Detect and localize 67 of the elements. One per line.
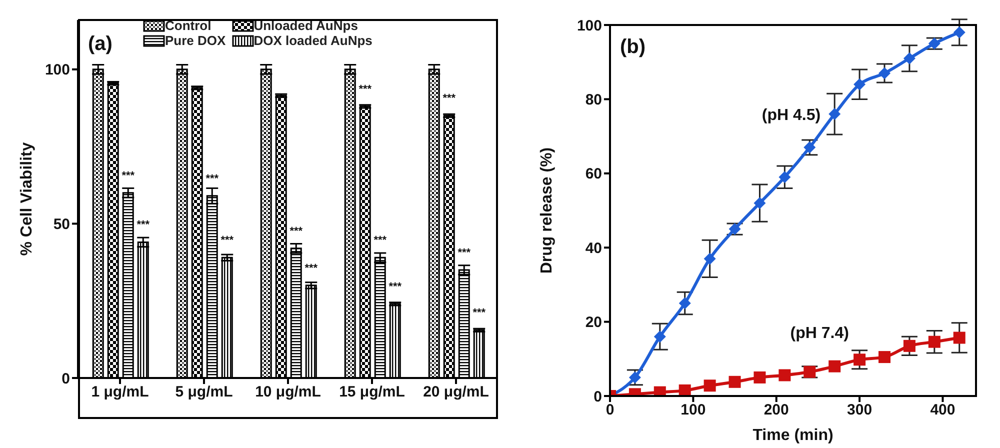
y-axis-title: Drug release (%) <box>538 147 556 274</box>
x-tick-label: 200 <box>764 402 789 419</box>
y-tick-label: 80 <box>585 92 602 109</box>
point <box>878 351 890 364</box>
point <box>728 223 741 236</box>
point <box>628 371 641 384</box>
x-tick-label: 5 μg/mL <box>175 384 233 401</box>
point <box>903 52 916 64</box>
annotation: *** <box>136 219 150 232</box>
legend-label: Unloaded AuNps <box>254 18 358 33</box>
x-tick-label: 15 μg/mL <box>339 384 405 401</box>
annotation: (b) <box>620 36 646 58</box>
annotation: *** <box>442 92 456 105</box>
x-axis-title: Time (min) <box>752 427 834 444</box>
x-tick-label: 100 <box>680 402 706 419</box>
y-tick-label: 50 <box>53 216 70 234</box>
point <box>854 78 866 90</box>
point <box>778 369 791 382</box>
point <box>828 108 841 120</box>
point <box>828 360 841 372</box>
x-tick-label: 10 μg/mL <box>255 384 321 401</box>
point <box>854 354 866 366</box>
y-tick-label: 0 <box>62 370 70 388</box>
annotation: *** <box>388 280 402 293</box>
point <box>804 141 816 154</box>
x-tick-label: 20 μg/mL <box>423 384 489 401</box>
x-tick-label: 1 μg/mL <box>91 384 149 401</box>
point <box>704 380 716 392</box>
point <box>704 252 716 265</box>
legend-label: Pure DOX <box>165 33 226 48</box>
point <box>754 371 766 384</box>
y-axis-title: % Cell Viability <box>18 142 36 256</box>
legend-label: DOX loaded AuNps <box>254 33 372 48</box>
annotation: *** <box>358 83 372 96</box>
x-tick-label: 0 <box>606 402 614 419</box>
annotation: *** <box>472 307 486 320</box>
y-tick-label: 60 <box>585 166 602 183</box>
series-label: (pH 7.4) <box>790 324 849 342</box>
x-tick-label: 400 <box>930 402 956 419</box>
y-tick-label: 100 <box>44 62 70 79</box>
point <box>953 332 966 344</box>
point <box>903 340 916 352</box>
point <box>778 171 791 184</box>
point <box>678 297 691 310</box>
y-tick-label: 20 <box>585 314 602 332</box>
point <box>928 336 940 348</box>
annotation: *** <box>458 246 472 259</box>
point <box>728 376 741 388</box>
point <box>953 26 966 38</box>
y-tick-label: 100 <box>576 17 602 34</box>
annotation: *** <box>206 172 220 185</box>
annotation: *** <box>220 234 234 247</box>
x-tick-label: 300 <box>847 402 872 419</box>
series-label: (pH 4.5) <box>762 107 821 124</box>
point <box>804 366 816 378</box>
annotation: *** <box>374 234 388 247</box>
legend-label: Control <box>165 18 212 33</box>
y-tick-label: 40 <box>585 240 602 257</box>
annotation: *** <box>122 170 136 182</box>
annotation: (a) <box>88 33 112 55</box>
point <box>654 330 666 343</box>
point <box>928 38 940 50</box>
point <box>878 67 890 80</box>
point <box>678 384 691 396</box>
point <box>754 197 766 210</box>
annotation: *** <box>304 262 318 274</box>
annotation: *** <box>290 225 304 238</box>
